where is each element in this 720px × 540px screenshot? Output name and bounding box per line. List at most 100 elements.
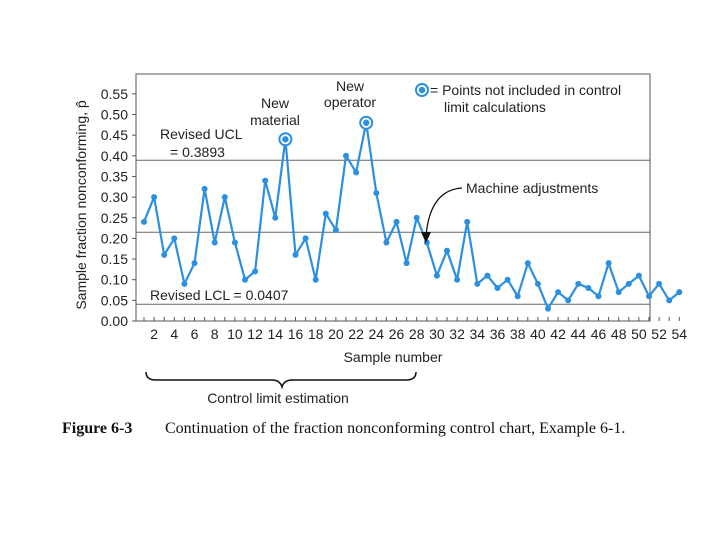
- data-point: [464, 218, 471, 225]
- data-point: [484, 272, 491, 279]
- data-point: [534, 280, 541, 287]
- data-point: [383, 239, 390, 246]
- data-point: [231, 239, 238, 246]
- legend-excluded-marker-dot: [418, 86, 426, 94]
- data-point: [322, 210, 329, 217]
- data-point: [403, 260, 410, 267]
- y-tick-label: 0.35: [101, 168, 128, 184]
- data-point: [211, 239, 218, 246]
- legend: = Points not included in control limit c…: [415, 82, 621, 115]
- new-operator-label-1: New: [336, 78, 365, 94]
- x-tick-label: 24: [369, 326, 385, 342]
- y-tick-label: 0.30: [101, 189, 128, 205]
- data-point: [646, 293, 652, 300]
- data-point: [635, 272, 642, 279]
- legend-text-2: limit calculations: [444, 99, 546, 115]
- x-tick-label: 38: [510, 326, 526, 342]
- y-tick-label: 0.25: [101, 210, 128, 226]
- data-point: [302, 235, 309, 242]
- x-tick-label: 28: [409, 326, 425, 342]
- data-point: [433, 272, 440, 279]
- data-point: [454, 276, 461, 283]
- new-material-label-1: New: [261, 95, 290, 111]
- data-point: [494, 284, 501, 291]
- legend-text-1: = Points not included in control: [430, 82, 621, 98]
- x-tick-label: 2: [150, 326, 158, 342]
- data-point: [292, 251, 299, 258]
- data-point: [413, 214, 420, 221]
- new-material-label-2: material: [250, 112, 300, 128]
- x-tick-label: 44: [571, 326, 587, 342]
- data-point: [221, 194, 228, 201]
- x-tick-label: 36: [490, 326, 506, 342]
- data-series: [141, 115, 683, 312]
- x-tick-label: 16: [288, 326, 304, 342]
- data-point: [565, 297, 572, 304]
- y-axis: 0.00 0.05 0.10 0.15 0.20 0.25 0.30 0.35 0.40 0.45…: [101, 86, 136, 329]
- x-tick-label: 48: [611, 326, 627, 342]
- data-point: [615, 289, 622, 296]
- y-tick-label: 0.00: [101, 313, 128, 329]
- control-limit-lines: [136, 159, 650, 305]
- data-point: [161, 251, 168, 258]
- y-tick-label: 0.55: [101, 86, 128, 102]
- x-tick-label: 54: [672, 326, 688, 342]
- data-point: [625, 280, 632, 287]
- x-tick-label: 12: [247, 326, 263, 342]
- data-point: [656, 280, 663, 287]
- y-tick-label: 0.20: [101, 230, 128, 246]
- data-point: [474, 280, 481, 287]
- data-point: [524, 260, 531, 267]
- estimation-brace: [145, 371, 417, 390]
- data-point: [595, 293, 602, 300]
- y-tick-label: 0.05: [101, 292, 128, 308]
- y-tick-label: 0.15: [101, 251, 128, 267]
- data-point: [373, 189, 380, 196]
- data-point: [353, 169, 360, 176]
- figure-number: Figure 6-3: [62, 420, 132, 437]
- y-tick-label: 0.45: [101, 127, 128, 143]
- x-tick-label: 32: [449, 326, 465, 342]
- data-point: [252, 268, 259, 275]
- machine-adjustments-arrow-head: [421, 232, 431, 243]
- estimation-label: Control limit estimation: [207, 390, 349, 406]
- y-tick-label: 0.40: [101, 148, 128, 164]
- x-tick-label: 20: [328, 326, 344, 342]
- x-tick-label: 4: [170, 326, 178, 342]
- y-tick-label: 0.10: [101, 272, 128, 288]
- y-tick-label: 0.50: [101, 107, 128, 123]
- lcl-label: Revised LCL = 0.0407: [150, 287, 289, 303]
- x-tick-label: 30: [429, 326, 445, 342]
- x-tick-label: 6: [191, 326, 199, 342]
- data-point: [181, 280, 188, 287]
- ucl-label: Revised UCL: [160, 126, 243, 142]
- x-tick-label: 34: [470, 326, 486, 342]
- data-point: [545, 305, 551, 312]
- data-point: [676, 289, 683, 296]
- ucl-value-label: = 0.3893: [170, 144, 225, 160]
- x-tick-label: 46: [591, 326, 607, 342]
- x-tick-label: 42: [550, 326, 566, 342]
- data-point: [343, 152, 349, 159]
- data-point: [575, 280, 582, 287]
- data-point: [444, 247, 450, 254]
- x-tick-label: 8: [211, 326, 219, 342]
- data-point: [171, 235, 178, 242]
- data-point: [555, 289, 562, 296]
- machine-adjustments-label: Machine adjustments: [466, 180, 598, 196]
- x-tick-label: 18: [308, 326, 324, 342]
- data-point: [666, 297, 673, 304]
- x-tick-label: 26: [389, 326, 405, 342]
- data-point: [504, 276, 511, 283]
- data-point: [332, 227, 339, 234]
- data-point: [242, 276, 248, 283]
- data-point: [191, 260, 198, 267]
- data-point: [151, 194, 158, 201]
- x-tick-label: 52: [651, 326, 667, 342]
- x-tick-label: 14: [268, 326, 284, 342]
- data-point: [141, 218, 147, 225]
- data-point: [393, 218, 400, 225]
- data-point: [262, 177, 269, 184]
- data-point: [201, 185, 208, 192]
